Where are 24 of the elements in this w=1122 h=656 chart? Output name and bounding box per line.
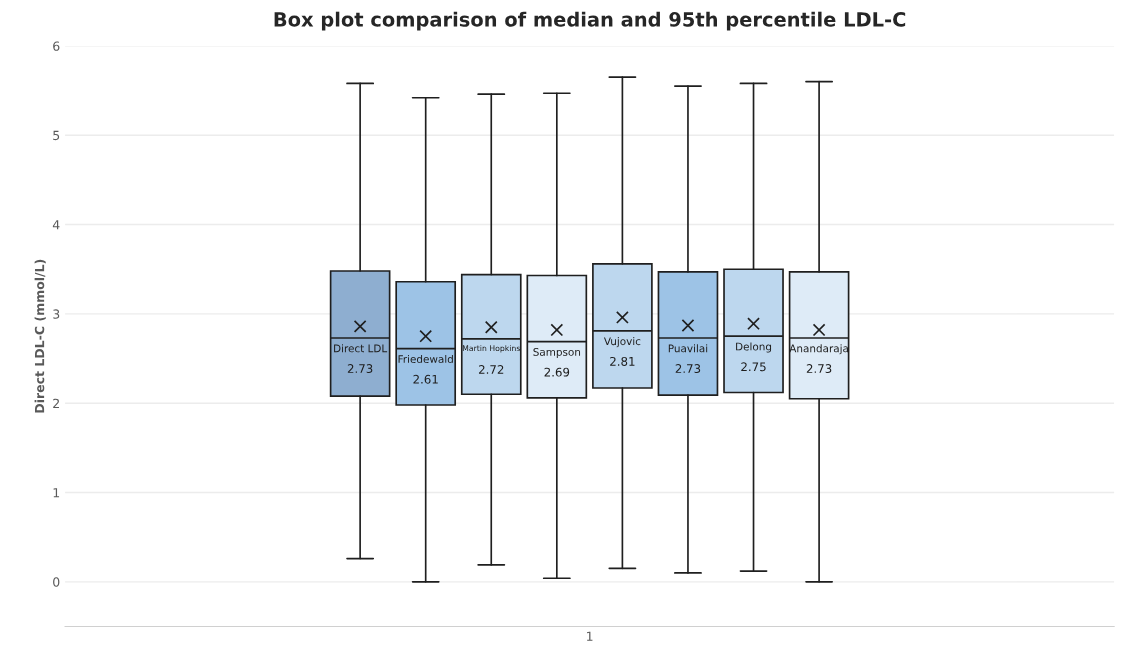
y-tick-label: 1 [53, 488, 60, 498]
y-axis-title: Direct LDL-C (mmol/L) [34, 259, 46, 413]
series-label: Direct LDL [334, 344, 388, 353]
text: 2.61 [413, 374, 438, 384]
series-label: Delong [736, 342, 772, 353]
series-label: Vujovic [603, 337, 641, 348]
y-tick-label: 2 [53, 398, 59, 408]
chart-title: Box plot comparison of median and 95th percentile LDL-C [274, 11, 906, 31]
text: 2.72 [478, 364, 504, 374]
text: 2.73 [806, 364, 832, 374]
text: 2.81 [610, 356, 635, 366]
series-label: Friedewald [398, 354, 453, 364]
y-tick-label: 3 [53, 309, 60, 319]
series-label: Anandaraja [789, 344, 848, 355]
y-tick-label: 4 [52, 220, 60, 230]
y-tick-label: 6 [53, 41, 60, 51]
text: 2.73 [347, 364, 373, 374]
y-tick-label: 0 [53, 577, 60, 587]
text: 2.73 [675, 364, 701, 374]
series-label: Puavilai [668, 344, 708, 353]
series-label: Sampson [533, 348, 581, 358]
text: 2.69 [544, 367, 570, 377]
text: 2.75 [741, 362, 766, 372]
y-tick-label: 5 [53, 130, 60, 141]
